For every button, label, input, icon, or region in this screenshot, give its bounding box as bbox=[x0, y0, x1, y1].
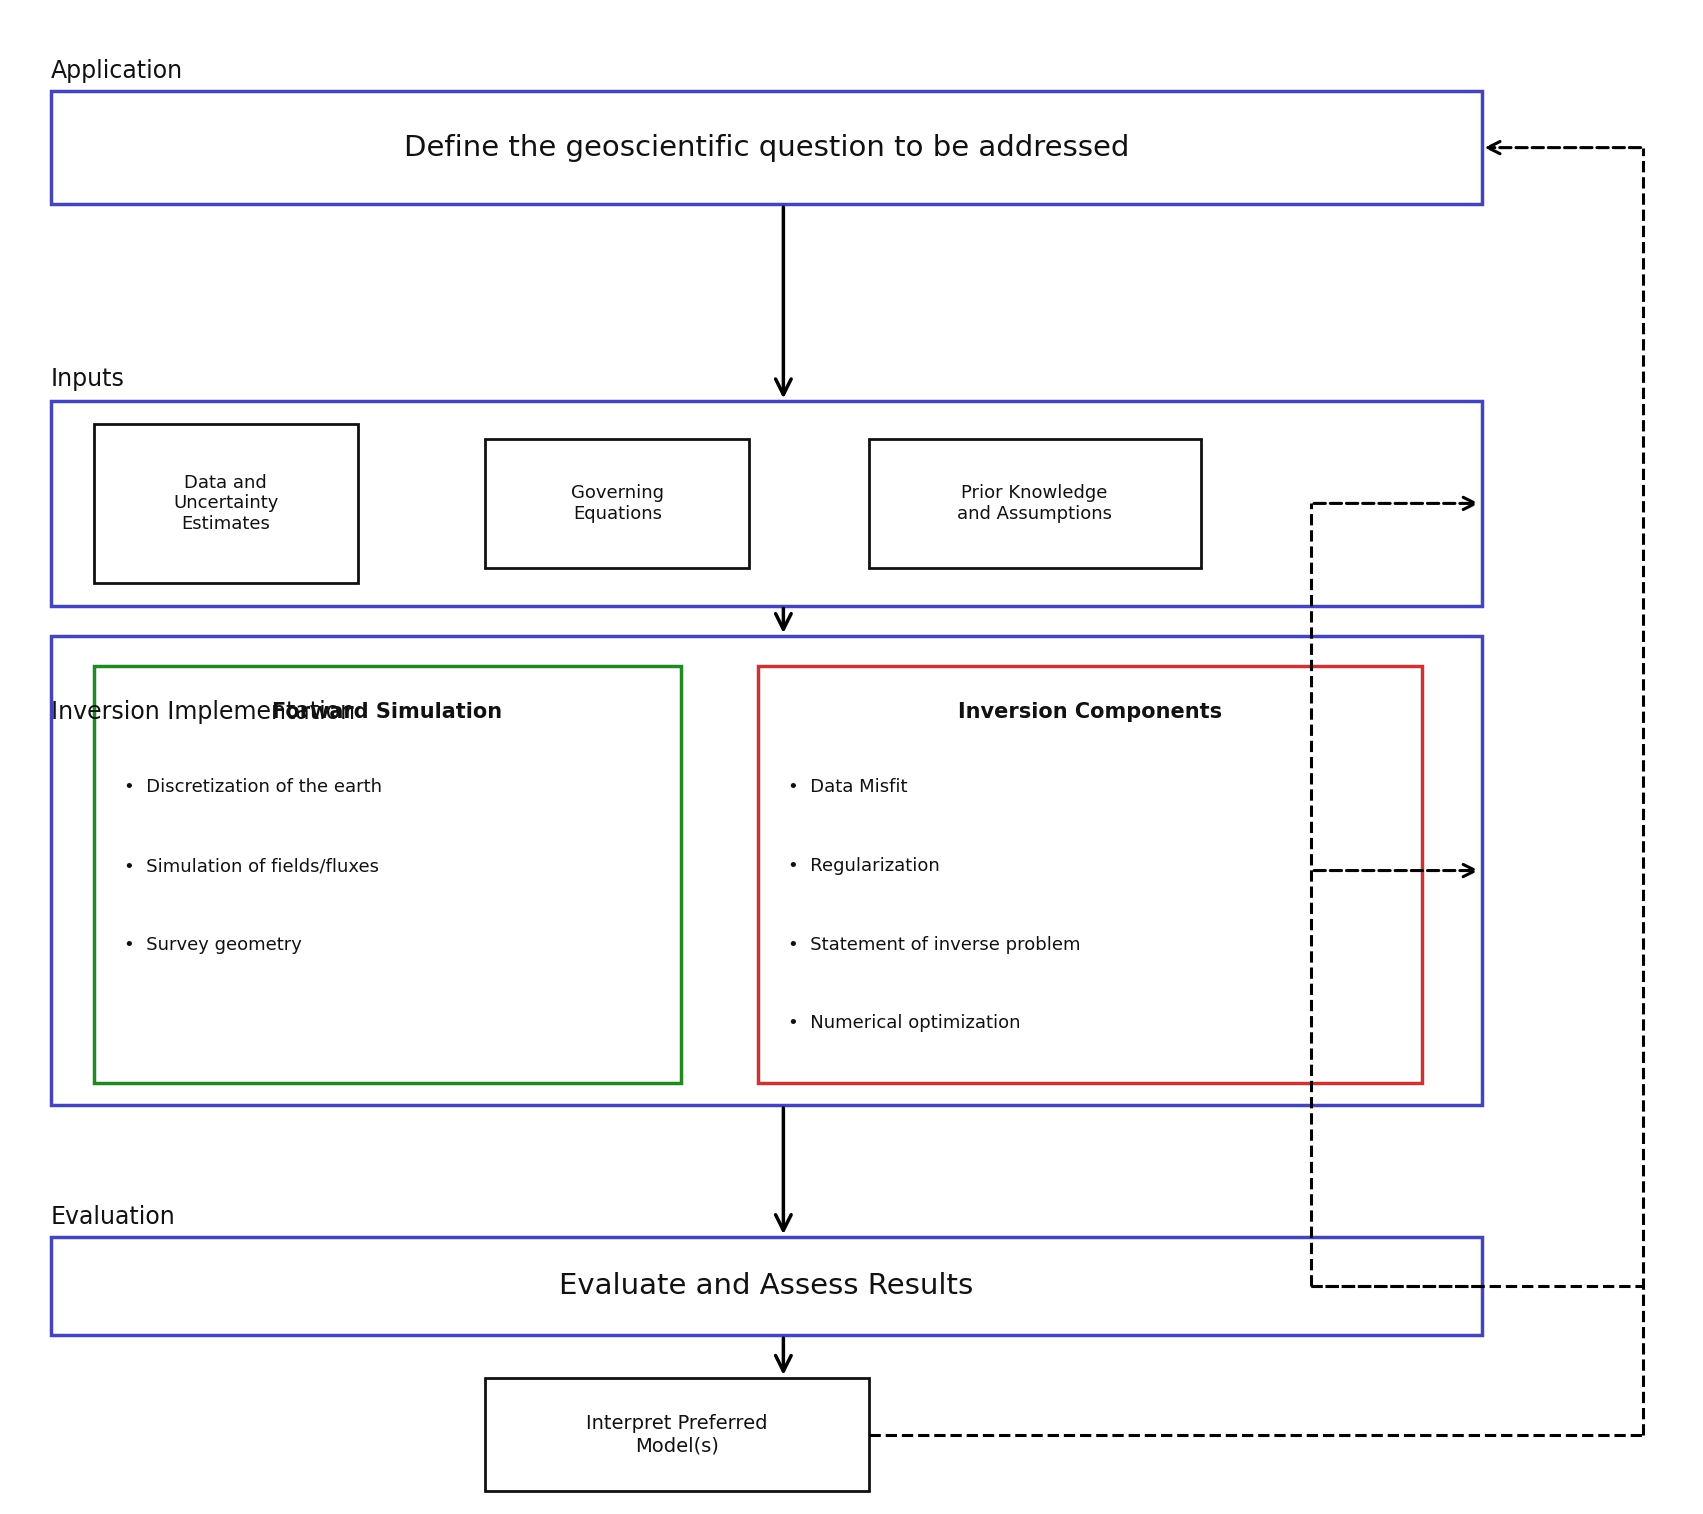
Text: •  Numerical optimization: • Numerical optimization bbox=[788, 1014, 1022, 1033]
FancyBboxPatch shape bbox=[758, 666, 1422, 1083]
Text: •  Discretization of the earth: • Discretization of the earth bbox=[124, 778, 381, 796]
Text: Data and
Uncertainty
Estimates: Data and Uncertainty Estimates bbox=[174, 474, 278, 533]
Text: Inputs: Inputs bbox=[51, 366, 124, 391]
Text: Evaluation: Evaluation bbox=[51, 1205, 175, 1229]
Text: Inversion Implementation: Inversion Implementation bbox=[51, 699, 356, 724]
FancyBboxPatch shape bbox=[94, 666, 681, 1083]
Text: •  Survey geometry: • Survey geometry bbox=[124, 936, 301, 954]
Text: Evaluate and Assess Results: Evaluate and Assess Results bbox=[559, 1272, 974, 1301]
Text: •  Regularization: • Regularization bbox=[788, 857, 940, 875]
FancyBboxPatch shape bbox=[94, 424, 358, 583]
Text: Interpret Preferred
Model(s): Interpret Preferred Model(s) bbox=[586, 1414, 768, 1455]
Text: Define the geoscientific question to be addressed: Define the geoscientific question to be … bbox=[404, 133, 1129, 162]
Text: Application: Application bbox=[51, 59, 184, 83]
Text: Forward Simulation: Forward Simulation bbox=[272, 701, 502, 722]
FancyBboxPatch shape bbox=[485, 439, 749, 568]
FancyBboxPatch shape bbox=[485, 1378, 869, 1491]
Text: Governing
Equations: Governing Equations bbox=[571, 484, 664, 522]
FancyBboxPatch shape bbox=[51, 636, 1482, 1105]
Text: •  Statement of inverse problem: • Statement of inverse problem bbox=[788, 936, 1081, 954]
Text: Prior Knowledge
and Assumptions: Prior Knowledge and Assumptions bbox=[957, 484, 1112, 522]
FancyBboxPatch shape bbox=[51, 91, 1482, 204]
Text: •  Simulation of fields/fluxes: • Simulation of fields/fluxes bbox=[124, 857, 380, 875]
FancyBboxPatch shape bbox=[869, 439, 1201, 568]
Text: •  Data Misfit: • Data Misfit bbox=[788, 778, 908, 796]
Text: Inversion Components: Inversion Components bbox=[957, 701, 1223, 722]
FancyBboxPatch shape bbox=[51, 1237, 1482, 1335]
FancyBboxPatch shape bbox=[51, 401, 1482, 606]
